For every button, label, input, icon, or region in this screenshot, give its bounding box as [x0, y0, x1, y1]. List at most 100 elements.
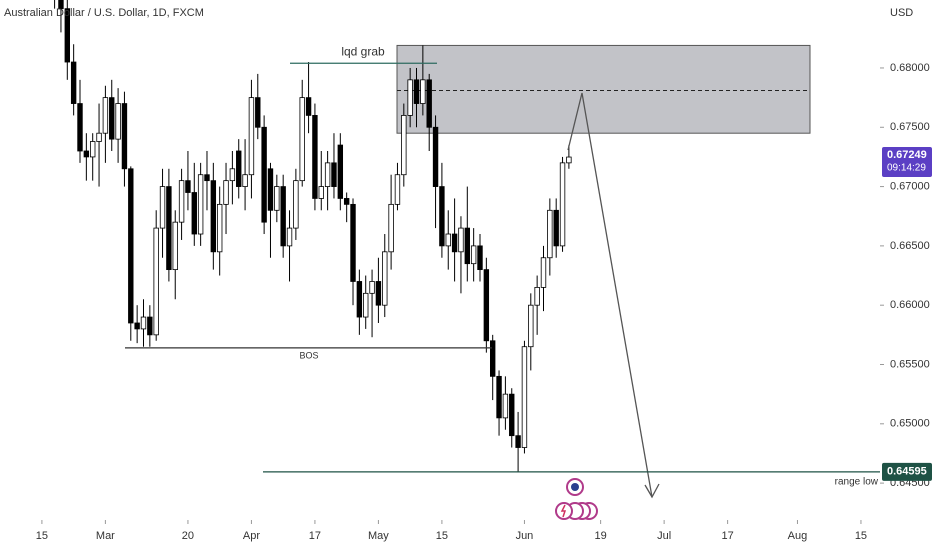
candle-body [115, 103, 121, 140]
price-badge-label: 0.64595 [887, 466, 927, 478]
candle-body [102, 97, 109, 134]
candle-body [140, 316, 147, 330]
candle-body [70, 61, 77, 104]
candle-body [248, 97, 255, 176]
candle-body [128, 168, 134, 324]
x-tick-label: 20 [182, 530, 194, 542]
candle-body [191, 192, 197, 235]
candle-body [185, 180, 191, 193]
candle-body [109, 97, 115, 140]
x-tick-label: Apr [243, 530, 260, 542]
plot-area [54, 0, 811, 473]
candle-body [83, 150, 90, 158]
candle-body [356, 281, 363, 318]
candle-body [547, 209, 553, 259]
candle-body [566, 156, 572, 164]
candle-body [178, 180, 185, 223]
candle-body [369, 281, 375, 294]
candle-body [274, 186, 280, 211]
level-label: lqd grab [341, 44, 385, 58]
candle-body [172, 221, 178, 271]
x-tick-label: 19 [595, 530, 607, 542]
candle-body [318, 186, 324, 199]
candle-body [267, 168, 274, 211]
candle-body [229, 168, 236, 182]
candle-body [197, 174, 204, 235]
candle-body [553, 209, 559, 247]
candle-body [305, 97, 312, 116]
candle-body [540, 257, 547, 288]
candle-body [96, 132, 102, 142]
candle-body [413, 79, 420, 104]
candle-body [324, 162, 331, 187]
candle-body [528, 304, 534, 348]
candle-body [477, 245, 483, 271]
candle-body [464, 227, 471, 265]
countdown: 09:14:29 [887, 163, 926, 174]
candle-body [121, 103, 128, 170]
level-label: BOS [299, 350, 318, 360]
candle-body [134, 322, 140, 330]
candle-body [293, 180, 299, 229]
x-tick-label: 15 [36, 530, 48, 542]
annotation-arrow [567, 92, 660, 499]
x-tick-label: Jun [516, 530, 534, 542]
x-tick-label: Mar [96, 530, 115, 542]
last-price-badge [882, 147, 932, 178]
candle-body [394, 174, 401, 205]
y-tick-label: 0.68000 [890, 62, 930, 74]
candle-body [515, 435, 521, 448]
y-tick-label: 0.66000 [890, 299, 930, 311]
candle-body [382, 251, 388, 306]
candle-body [153, 227, 159, 336]
y-tick-label: 0.65500 [890, 358, 930, 370]
last-price-label: 0.67249 [887, 149, 927, 161]
candle-body [159, 186, 166, 229]
x-tick-label: 15 [855, 530, 867, 542]
candle-body [439, 186, 445, 247]
x-tick-label: 17 [309, 530, 321, 542]
candle-body [432, 126, 439, 187]
price-badge [882, 462, 932, 481]
candle-body [426, 79, 432, 128]
candle-body [312, 115, 318, 199]
candle-body [89, 141, 96, 158]
candle-body [363, 292, 369, 318]
chart-title: Australian Dollar / U.S. Dollar, 1D, FXC… [4, 7, 204, 19]
x-tick-label: May [368, 530, 389, 542]
candle-body [375, 281, 382, 306]
candle-body [343, 198, 350, 205]
x-tick-label: Aug [788, 530, 808, 542]
candle-body [401, 115, 407, 176]
candle-body [147, 316, 153, 336]
candle-body [483, 269, 490, 342]
candle-body [299, 97, 305, 182]
candle-body [261, 126, 267, 223]
candle-body [64, 8, 71, 63]
candle-body [210, 180, 217, 253]
level-label: range low [835, 476, 879, 487]
candle-body [204, 174, 210, 182]
candle-body [502, 393, 509, 419]
candle-body [58, 0, 64, 10]
candle-body [496, 375, 502, 419]
supply-zone [396, 44, 811, 134]
candle-body [216, 203, 223, 253]
candle-body [521, 346, 528, 448]
candle-body [534, 286, 540, 306]
x-tick-label: Jul [657, 530, 671, 542]
candle-body [77, 103, 83, 152]
y-tick-label: 0.66500 [890, 240, 930, 252]
event-icons [555, 478, 598, 520]
candle-body [223, 180, 229, 205]
candle-body [242, 174, 248, 187]
candle-body [445, 233, 451, 247]
candle-body [255, 97, 261, 128]
candle-body [470, 245, 477, 265]
candle-body [166, 186, 172, 271]
candle-body [331, 162, 337, 187]
candle-body [350, 203, 356, 282]
candle-body [236, 150, 242, 187]
candle-body [559, 162, 566, 247]
y-tick-label: 0.67500 [890, 121, 930, 133]
